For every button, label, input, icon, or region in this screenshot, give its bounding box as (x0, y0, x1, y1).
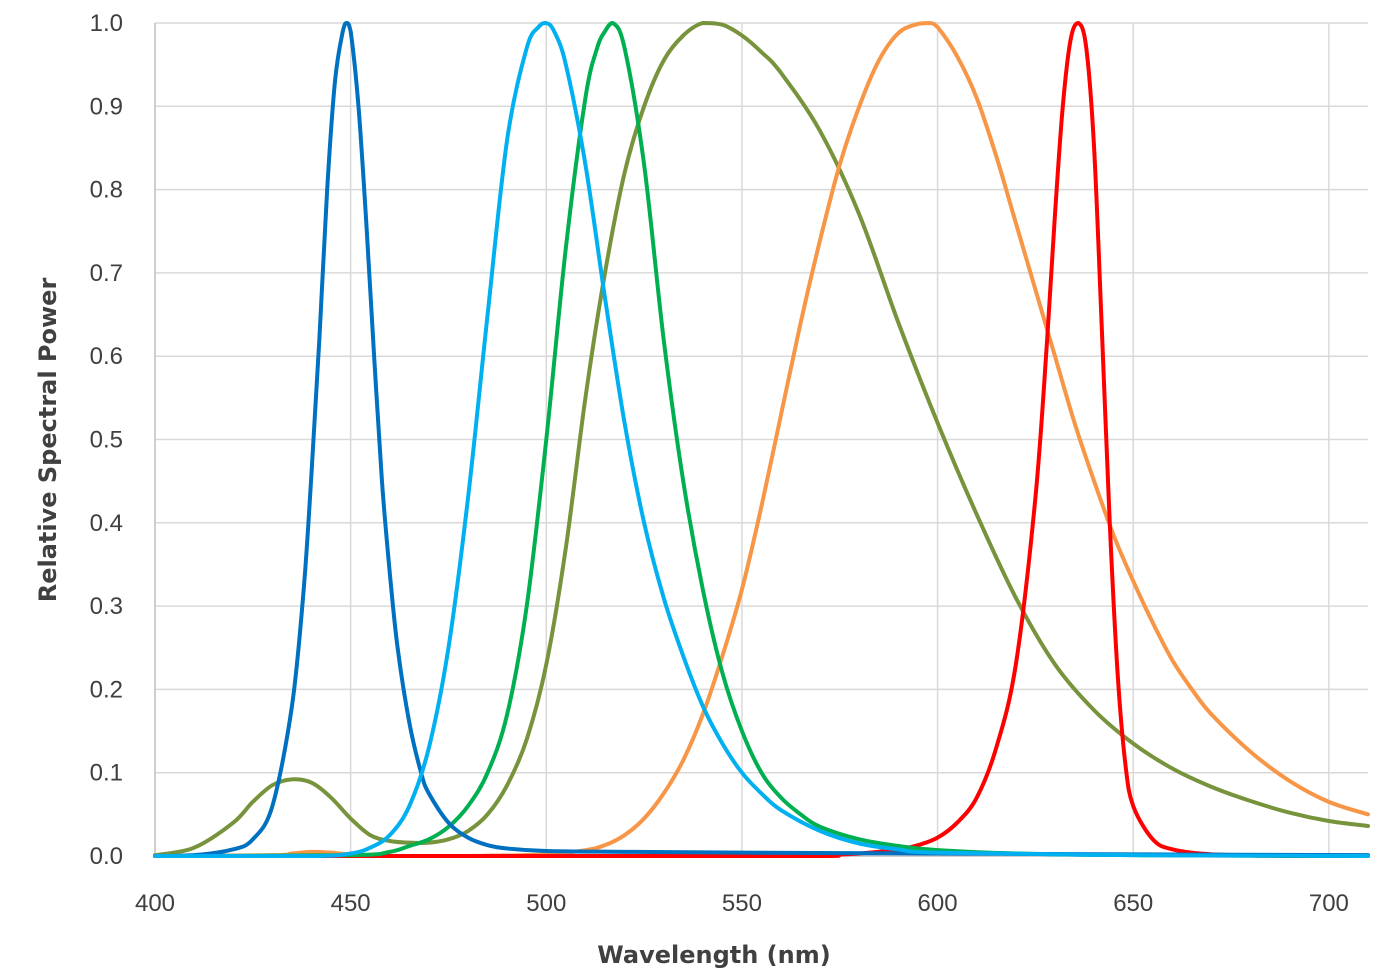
y-tick-label: 0.1 (90, 760, 123, 787)
y-tick-label: 0.5 (90, 427, 123, 454)
x-tick-label: 450 (331, 890, 371, 917)
y-tick-label: 0.3 (90, 593, 123, 620)
x-tick-label: 650 (1113, 890, 1153, 917)
y-tick-label: 0.8 (90, 177, 123, 204)
y-tick-label: 0.6 (90, 343, 123, 370)
x-tick-label: 500 (526, 890, 566, 917)
y-tick-label: 1.0 (90, 10, 123, 37)
x-tick-label: 400 (135, 890, 175, 917)
series-line (153, 21, 1370, 858)
y-tick-label: 0.9 (90, 93, 123, 120)
x-tick-label: 550 (722, 890, 762, 917)
series-line (153, 21, 1370, 858)
tick-labels: 0.0 0.1 0.2 0.3 0.4 0.5 0.6 0.7 0.8 0.9 1.0 400 450 5… (90, 10, 1349, 917)
series-line (153, 21, 1370, 858)
y-tick-label: 0.7 (90, 260, 123, 287)
y-axis-title: Relative Spectral Power (34, 278, 62, 603)
x-tick-label: 700 (1309, 890, 1349, 917)
gridlines (154, 22, 1368, 857)
x-axis-title: Wavelength (nm) (597, 941, 830, 969)
y-tick-label: 0.0 (90, 843, 123, 870)
y-tick-label: 0.2 (90, 676, 123, 703)
x-tick-label: 600 (918, 890, 958, 917)
y-tick-label: 0.4 (90, 510, 123, 537)
series-lines (153, 21, 1370, 859)
series-line (153, 21, 1370, 859)
